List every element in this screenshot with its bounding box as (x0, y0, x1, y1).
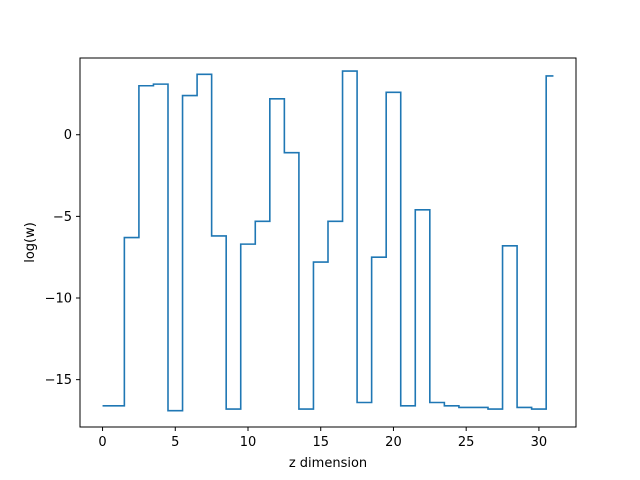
x-tick-label: 5 (171, 435, 179, 450)
y-tick-label: −15 (45, 373, 72, 388)
y-axis-label: log(w) (23, 222, 38, 263)
y-tick-label: −5 (53, 210, 72, 225)
y-tick-label: 0 (64, 128, 72, 143)
x-axis-ticks: 0 5 10 15 20 25 30 (98, 427, 547, 450)
y-axis-ticks: −15 −10 −5 0 (45, 128, 80, 388)
x-axis-label: z dimension (289, 456, 367, 471)
x-tick-label: 10 (240, 435, 257, 450)
x-tick-label: 15 (312, 435, 329, 450)
y-tick-label: −10 (45, 292, 72, 307)
x-tick-label: 30 (531, 435, 548, 450)
series-line (102, 70, 554, 412)
x-tick-label: 25 (458, 435, 475, 450)
plot-frame (79, 57, 577, 428)
x-tick-label: 20 (385, 435, 402, 450)
plot-line-layer (102, 70, 554, 412)
x-tick-label: 0 (98, 435, 106, 450)
